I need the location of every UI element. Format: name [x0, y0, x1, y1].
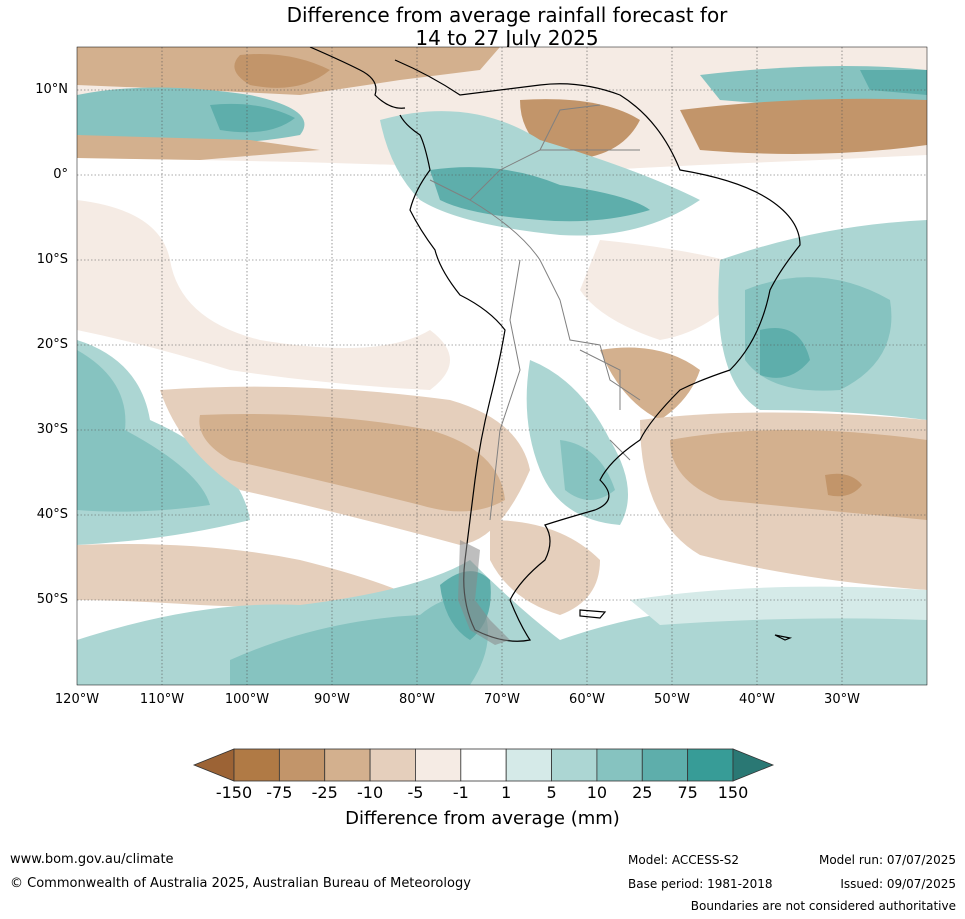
colorbar-segment [551, 748, 598, 782]
model-run-date: Model run: 07/07/2025 [818, 853, 956, 867]
brown-region-patagonia [490, 520, 600, 615]
map-title: Difference from average rainfall forecas… [0, 4, 965, 50]
colorbar-tick-label: 25 [632, 783, 653, 802]
light-brown-region-brazil [580, 240, 760, 340]
teal-core-south-pacific-west [77, 350, 210, 512]
colorbar-segment [369, 748, 416, 782]
issued-date: Issued: 09/07/2025 [840, 877, 956, 891]
lon-label-70w: 70°W [484, 692, 520, 707]
website-link[interactable]: www.bom.gov.au/climate [10, 852, 174, 867]
brown-core-south-atlantic [825, 473, 862, 497]
colorbar-tick-label: 150 [717, 783, 749, 802]
brown-band-north-atlantic [680, 98, 927, 154]
colorbar-tick-label: -5 [407, 783, 424, 802]
colorbar-segment [505, 748, 552, 782]
lat-label-10s: 10°S [36, 252, 68, 267]
light-teal-band-south-atlantic [630, 586, 927, 625]
lon-label-60w: 60°W [569, 692, 605, 707]
map-gridlines [77, 47, 927, 685]
colorbar-segment [687, 748, 734, 782]
teal-core-north-pacific [210, 103, 295, 133]
boundaries-disclaimer: Boundaries are not considered authoritat… [690, 899, 956, 913]
lon-label-90w: 90°W [314, 692, 350, 707]
lat-label-40s: 40°S [36, 507, 68, 522]
brown-strip-equator [77, 135, 320, 160]
colorbar-tick-label: 10 [586, 783, 608, 802]
lat-label-30s: 30°S [36, 422, 68, 437]
lat-label-10n: 10°N [35, 82, 68, 97]
colorbar-tick-label: -75 [266, 783, 293, 802]
colorbar-title: Difference from average (mm) [345, 808, 620, 829]
colorbar-extend-low [192, 748, 235, 782]
brown-band-south-pacific [199, 414, 505, 512]
colorbar-tick-label: -1 [452, 783, 469, 802]
light-brown-region-pacific [77, 200, 450, 390]
colorbar-tick-label: 75 [677, 783, 698, 802]
colorbar-segment [641, 748, 689, 782]
brown-region-southern-brazil [600, 347, 700, 420]
lat-label-0: 0° [53, 167, 68, 182]
title-line-2: 14 to 27 July 2025 [415, 26, 599, 50]
colorbar-segment [596, 748, 643, 782]
colorbar-extend-high [732, 748, 775, 782]
colorbar-segments [233, 748, 734, 782]
model-name: Model: ACCESS-S2 [628, 853, 740, 867]
lat-label-50s: 50°S [36, 592, 68, 607]
title-line-1: Difference from average rainfall forecas… [286, 3, 728, 27]
lon-label-50w: 50°W [654, 692, 690, 707]
colorbar-segment [460, 748, 507, 782]
lon-label-30w: 30°W [824, 692, 860, 707]
coastlines [309, 47, 801, 642]
lon-label-100w: 100°W [224, 692, 270, 707]
colorbar-tick-label: 5 [546, 783, 557, 802]
colorbar-segment [278, 748, 326, 782]
colorbar-tick-label: -25 [311, 783, 338, 802]
colorbar-segment [324, 748, 371, 782]
colorbar-tick-label: -10 [357, 783, 384, 802]
teal-mid-southern-ocean [230, 597, 488, 685]
brown-region-south-pacific-far [77, 544, 420, 607]
brown-core-north [234, 54, 330, 88]
colorbar-segment [233, 748, 280, 782]
lon-label-40w: 40°W [739, 692, 775, 707]
colorbar-tick-label: 1 [501, 783, 512, 802]
teal-core-north-atlantic [860, 70, 927, 95]
brown-region-south-atlantic [670, 430, 927, 520]
teal-core-uruguay [560, 440, 615, 500]
colorbar-segment [415, 748, 462, 782]
map-field [77, 47, 927, 685]
teal-region-amazon-core [430, 167, 650, 222]
andes-highland-shade [458, 540, 510, 645]
lat-label-20s: 20°S [36, 337, 68, 352]
lon-label-80w: 80°W [399, 692, 435, 707]
lon-label-120w: 120°W [54, 692, 100, 707]
map-frame [76, 46, 928, 686]
base-period: Base period: 1981-2018 [628, 877, 773, 891]
country-borders [429, 104, 641, 521]
lon-label-110w: 110°W [139, 692, 185, 707]
teal-core-south-atlantic [760, 328, 810, 378]
colorbar-tick-label: -150 [215, 783, 253, 802]
copyright-text: © Commonwealth of Australia 2025, Austra… [10, 876, 471, 891]
